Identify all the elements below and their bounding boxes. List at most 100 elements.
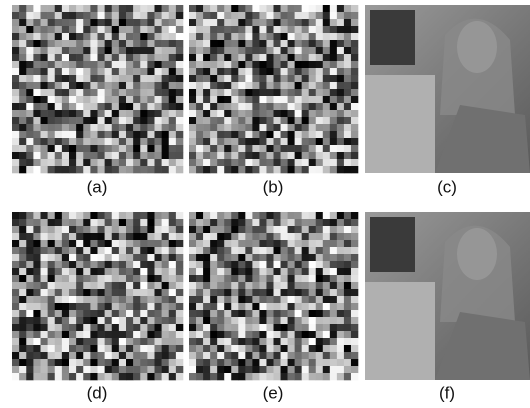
noise-block: [189, 261, 196, 268]
noise-block: [98, 33, 105, 40]
noise-block: [90, 54, 97, 61]
noise-block: [76, 40, 83, 47]
noise-block: [238, 138, 245, 145]
noise-block: [176, 303, 183, 310]
noise-block: [119, 26, 126, 33]
noise-block: [119, 33, 126, 40]
noise-block: [224, 89, 231, 96]
noise-block: [83, 324, 90, 331]
noise-block: [119, 68, 126, 75]
noise-block: [33, 40, 40, 47]
noise-block: [337, 61, 344, 68]
noise-block: [90, 338, 97, 345]
noise-block: [140, 303, 147, 310]
noise-block: [309, 212, 316, 219]
noise-block: [189, 345, 196, 352]
noise-block: [203, 373, 210, 380]
noise-block: [26, 345, 33, 352]
noise-block: [217, 247, 224, 254]
noise-block: [344, 373, 351, 380]
noise-block: [105, 359, 112, 366]
noise-block: [323, 303, 330, 310]
noise-block: [62, 61, 69, 68]
noise-block: [323, 240, 330, 247]
noise-block: [98, 219, 105, 226]
noise-block: [55, 152, 62, 159]
noise-block: [26, 289, 33, 296]
noise-block: [112, 152, 119, 159]
noise-block: [12, 366, 19, 373]
noise-block: [33, 324, 40, 331]
noise-block: [266, 268, 273, 275]
noise-block: [203, 75, 210, 82]
noise-block: [274, 247, 281, 254]
noise-block: [69, 366, 76, 373]
noise-block: [176, 366, 183, 373]
noise-block: [69, 352, 76, 359]
noise-block: [48, 331, 55, 338]
noise-block: [351, 345, 358, 352]
noise-block: [41, 240, 48, 247]
noise-block: [238, 331, 245, 338]
noise-block: [351, 233, 358, 240]
noise-block: [83, 359, 90, 366]
noise-block: [266, 47, 273, 54]
noise-block: [252, 268, 259, 275]
noise-block: [302, 166, 309, 173]
noise-block: [196, 33, 203, 40]
noise-block: [316, 240, 323, 247]
noise-block: [266, 152, 273, 159]
noise-block: [337, 12, 344, 19]
noise-block: [176, 212, 183, 219]
noise-block: [210, 219, 217, 226]
noise-block: [41, 310, 48, 317]
noise-block: [155, 324, 162, 331]
noise-block: [140, 110, 147, 117]
noise-block: [302, 219, 309, 226]
noise-block: [69, 166, 76, 173]
noise-block: [126, 82, 133, 89]
noise-block: [309, 240, 316, 247]
noise-block: [252, 247, 259, 254]
noise-block: [33, 317, 40, 324]
noise-block: [19, 5, 26, 12]
noise-block: [105, 75, 112, 82]
noise-block: [252, 166, 259, 173]
noise-block: [217, 75, 224, 82]
noise-block: [196, 96, 203, 103]
noise-block: [62, 296, 69, 303]
noise-block: [48, 96, 55, 103]
noise-block: [217, 345, 224, 352]
noise-block: [196, 240, 203, 247]
noise-block: [90, 289, 97, 296]
noise-block: [252, 366, 259, 373]
noise-block: [295, 324, 302, 331]
noise-block: [90, 226, 97, 233]
noise-block: [217, 303, 224, 310]
noise-block: [252, 317, 259, 324]
noise-block: [76, 275, 83, 282]
noise-block: [133, 33, 140, 40]
noise-block: [189, 226, 196, 233]
noise-block: [281, 33, 288, 40]
noise-block: [112, 96, 119, 103]
noise-block: [126, 219, 133, 226]
noise-block: [155, 373, 162, 380]
noise-block: [266, 331, 273, 338]
noise-block: [162, 331, 169, 338]
noise-block: [266, 75, 273, 82]
noise-block: [155, 254, 162, 261]
noise-block: [69, 131, 76, 138]
noise-block: [337, 317, 344, 324]
noise-block: [316, 310, 323, 317]
noise-block: [217, 226, 224, 233]
noise-block: [231, 226, 238, 233]
noise-block: [133, 254, 140, 261]
noise-block: [12, 331, 19, 338]
noise-block: [133, 331, 140, 338]
noise-block: [196, 166, 203, 173]
noise-block: [169, 282, 176, 289]
noise-block: [203, 352, 210, 359]
noise-block: [217, 40, 224, 47]
noise-block: [330, 303, 337, 310]
